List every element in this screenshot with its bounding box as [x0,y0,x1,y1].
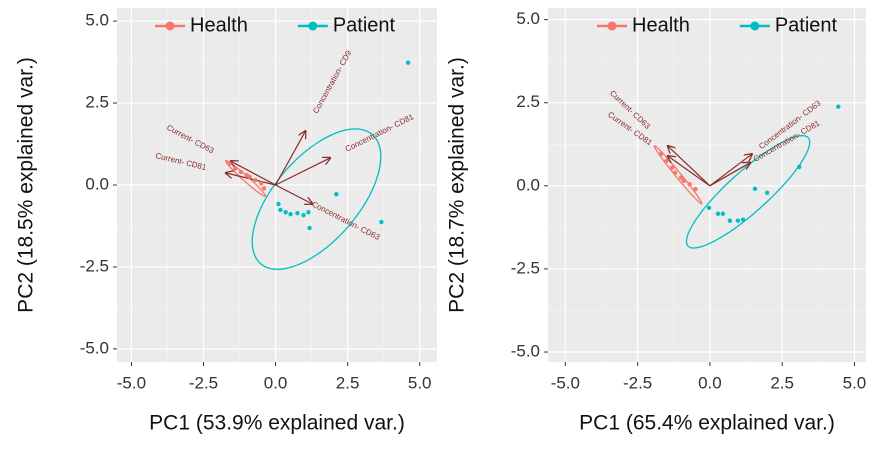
data-point [276,201,281,207]
x-tick-label: 0.0 [264,373,288,392]
data-point [797,164,802,170]
loading-arrow [231,161,276,186]
data-point [664,158,669,164]
data-point [301,212,306,218]
legend-label: Health [632,14,690,36]
y-tick-label: 0.0 [85,174,109,193]
y-axis-title: PC2 (18.5% explained var.) [15,57,38,313]
x-axis-title: PC1 (53.9% explained var.) [149,412,405,435]
x-axis-title: PC1 (65.4% explained var.) [579,412,835,435]
data-point [258,181,264,186]
data-point [238,169,244,175]
y-tick-label: 0.0 [516,175,540,194]
data-point [658,152,663,157]
legend-label: Health [190,14,248,36]
x-tick-label: 5.0 [408,373,432,392]
confidence-ellipse [224,159,267,197]
confidence-ellipse [653,145,703,205]
data-point [232,166,238,171]
legend-dot [165,21,175,31]
y-tick-label: 2.5 [85,93,109,112]
data-point [307,225,312,231]
loading-arrow [709,154,752,187]
x-tick-label: -5.0 [117,373,146,392]
legend-label: Patient [333,14,396,36]
data-point [334,191,339,197]
data-point [681,178,687,184]
data-point [306,210,311,215]
data-point [295,210,300,216]
data-point [288,211,293,217]
loading-arrow [275,158,331,186]
loading-arrow [668,156,711,187]
legend-label: Patient [775,14,838,36]
data-point [227,161,232,166]
plot-background [548,8,866,362]
data-point [678,175,684,180]
data-point [687,181,692,187]
loading-arrow [275,131,306,186]
y-tick-label: -2.5 [80,256,109,275]
data-point [673,170,678,175]
data-point [735,218,741,223]
data-point [405,60,411,65]
loading-arrow [226,173,276,186]
loading-arrow [275,184,313,204]
y-tick-label: -5.0 [511,342,540,361]
x-tick-label: -2.5 [189,373,218,392]
data-point [836,104,841,109]
data-point [693,186,698,192]
data-point [740,217,746,222]
data-point [727,218,733,223]
loading-arrow [668,146,711,187]
legend-dot [750,21,760,31]
confidence-ellipse [685,134,811,249]
data-point [283,210,288,215]
data-point [764,190,770,196]
data-point [752,186,758,192]
y-tick-label: -2.5 [511,258,540,277]
x-tick-label: 2.5 [336,373,360,392]
data-point [253,177,258,183]
legend-dot [308,21,318,31]
confidence-ellipse [251,128,382,270]
loading-arrow [709,163,750,187]
y-tick-label: 5.0 [516,9,540,28]
data-point [706,205,712,210]
data-point [261,186,267,191]
x-tick-label: -2.5 [623,373,652,392]
x-tick-label: 2.5 [770,373,794,392]
legend-dot [607,21,617,31]
data-point [715,211,721,216]
data-point [379,219,384,225]
x-tick-label: -5.0 [551,373,580,392]
y-tick-label: -5.0 [80,338,109,357]
y-tick-label: 2.5 [516,92,540,111]
y-tick-label: 5.0 [85,11,109,30]
data-point [247,174,252,180]
x-tick-label: 0.0 [698,373,722,392]
data-point [720,211,726,216]
data-point [278,207,283,213]
data-point [670,165,675,170]
y-axis-title: PC2 (18.7% explained var.) [446,57,469,313]
x-tick-label: 5.0 [843,373,867,392]
